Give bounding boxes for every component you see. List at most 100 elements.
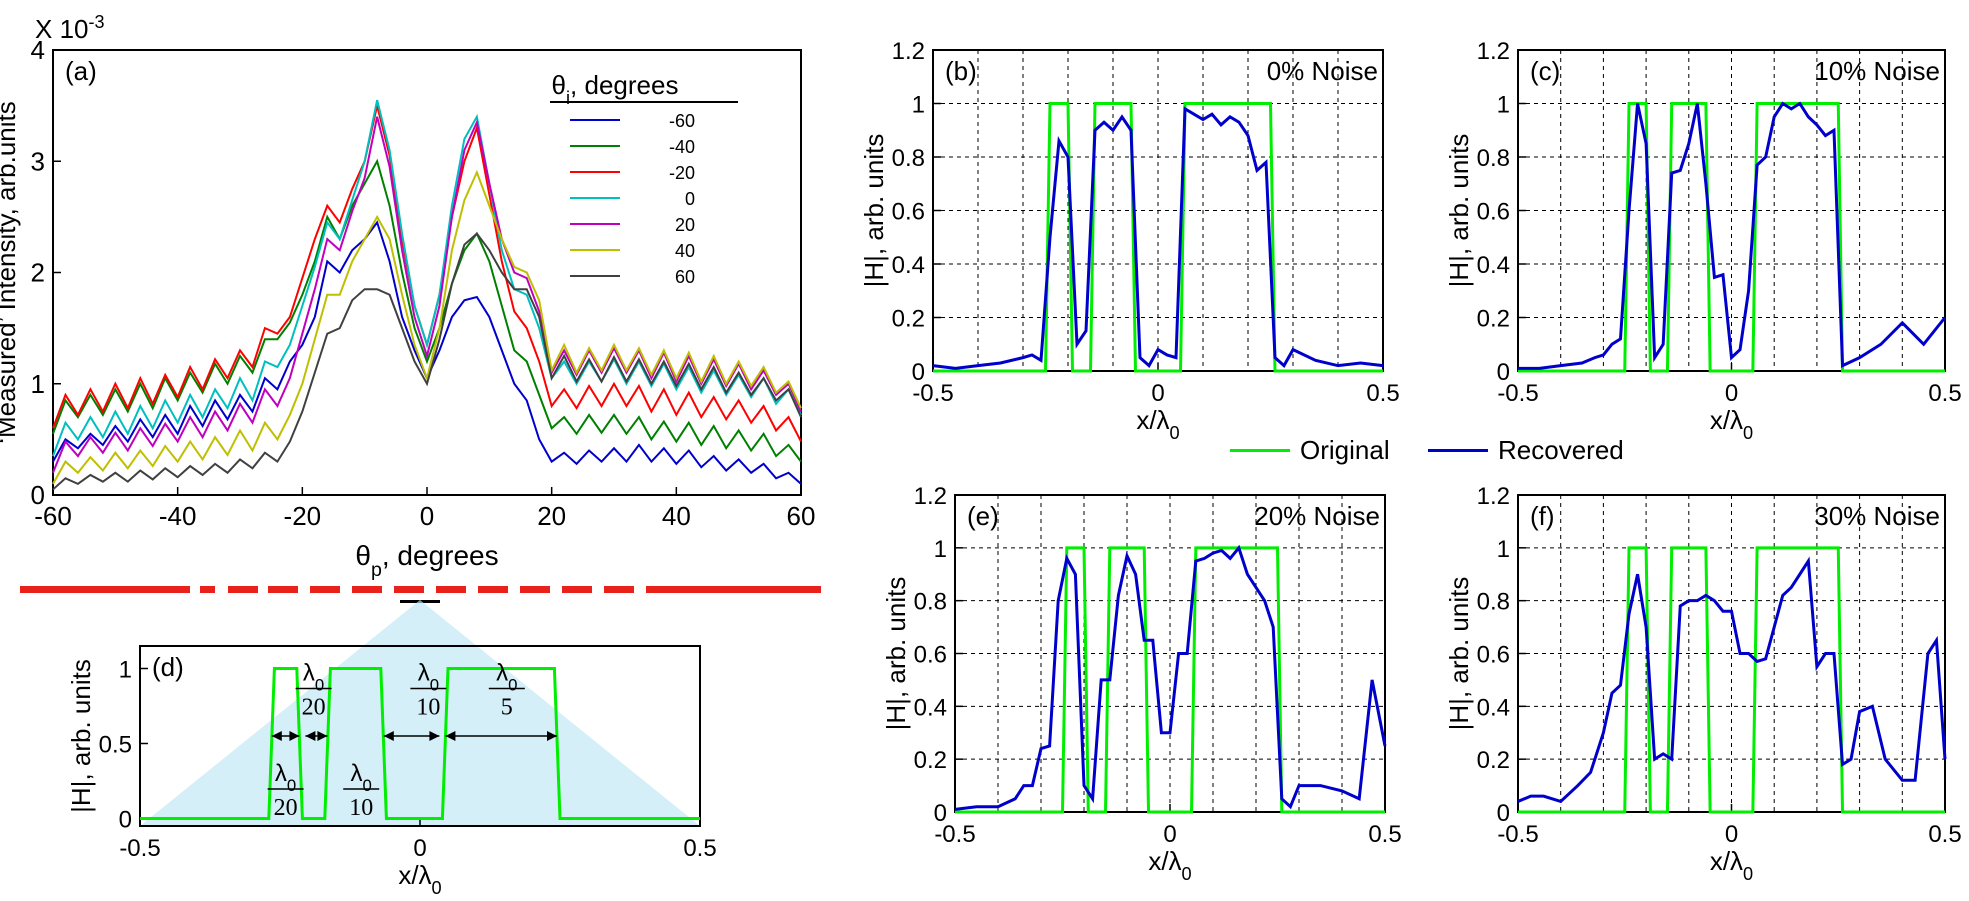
panel-c: -0.5 0 0.500.20.40.60.811.2x/λ0|H|, arb. u… — [1444, 38, 1962, 443]
y-tick-label: 1.2 — [892, 38, 925, 65]
x-tick-label: -40 — [159, 501, 197, 531]
y-tick-label: 0.6 — [914, 642, 947, 669]
noise-label: 20% Noise — [1254, 501, 1380, 531]
fraction-numerator: λ0 — [275, 760, 296, 795]
y-tick-label: 3 — [31, 146, 45, 176]
x-tick-label: 0 — [1163, 821, 1176, 848]
y-tick-label: 0.6 — [892, 199, 925, 226]
series-line-60 — [52, 232, 802, 491]
y-axis-label: |H|, arb. units — [1444, 577, 1474, 731]
arrow-head — [383, 731, 394, 741]
x-tick-label: 0 — [1151, 380, 1164, 407]
legend-original: Original — [1230, 433, 1390, 467]
panel-label: (b) — [945, 56, 977, 86]
original-line — [955, 546, 1385, 814]
legend-entry--20: -20 — [669, 163, 695, 183]
y-tick-label: 0.4 — [1477, 694, 1510, 721]
y-tick-label: 0 — [934, 800, 947, 827]
y-tick-label: 0.6 — [1477, 642, 1510, 669]
x-tick-label: 0.5 — [1928, 380, 1961, 407]
fraction-denominator: 10 — [349, 795, 373, 821]
x-tick-label: -0.5 — [1497, 380, 1538, 407]
panel-f: -0.5 0 0.500.20.40.60.811.2x/λ0|H|, arb. u… — [1444, 483, 1962, 884]
y-tick-label: 1 — [1497, 92, 1510, 119]
legend-entry-60: 60 — [675, 267, 695, 287]
original-line — [933, 102, 1383, 373]
x-axis-label: x/λ0 — [1710, 846, 1753, 884]
legend-entry-0: 0 — [685, 189, 695, 209]
series-line--40 — [52, 158, 802, 463]
x-tick-label: 0.5 — [1928, 821, 1961, 848]
panel-a: -60 -40 -20 0 20 40 60 0 1 2 3 4 θp, degrees ‘Measure… — [0, 12, 815, 581]
y-tick-label: 0 — [912, 359, 925, 386]
fraction-denominator: 5 — [501, 695, 513, 721]
recovered-line — [1518, 101, 1947, 370]
series-line-0 — [52, 99, 802, 457]
recovered-line — [932, 106, 1384, 370]
panel-label: (d) — [152, 652, 184, 682]
x-tick-label: -0.5 — [119, 835, 160, 862]
fraction-numerator: λ0 — [418, 660, 439, 695]
arrow-head — [429, 731, 440, 741]
fraction-denominator: 20 — [302, 695, 326, 721]
arrow-head — [289, 731, 300, 741]
panel-b: -0.5 0 0.500.20.40.60.811.2x/λ0|H|, arb. u… — [859, 38, 1400, 443]
panel-label: (e) — [967, 501, 999, 531]
panel-label: (f) — [1530, 501, 1555, 531]
fraction-numerator: λ0 — [496, 660, 517, 695]
arrow-head — [547, 731, 557, 741]
x-tick-label: 20 — [537, 501, 566, 531]
x-tick-label: 0.5 — [1368, 821, 1401, 848]
y-tick-label: 0.2 — [1477, 747, 1510, 774]
y-tick-label: 1 — [934, 536, 947, 563]
y-tick-label: 0.2 — [1477, 306, 1510, 333]
arrow-head — [271, 731, 282, 741]
axis-exponent: X 10-3 — [35, 12, 105, 44]
y-tick-label: 1.2 — [914, 483, 947, 510]
noise-label: 0% Noise — [1267, 56, 1378, 86]
legend-entry--40: -40 — [669, 137, 695, 157]
legend-recovered-label: Recovered — [1498, 434, 1624, 465]
legend-title: θi, degrees — [552, 70, 679, 108]
original-line — [1518, 546, 1945, 814]
recovered-line — [1517, 556, 1947, 804]
noise-label: 30% Noise — [1814, 501, 1940, 531]
series-line-20 — [52, 116, 802, 474]
y-axis-label: |H|, arb. units — [859, 134, 889, 288]
x-tick-label: 0 — [420, 501, 434, 531]
y-tick-label: 1.2 — [1477, 483, 1510, 510]
recovered-line — [954, 544, 1387, 811]
y-tick-label: 0.4 — [892, 252, 925, 279]
x-tick-label: 40 — [662, 501, 691, 531]
x-tick-label: 60 — [787, 501, 816, 531]
y-tick-label: 1 — [31, 369, 45, 399]
light-cone — [140, 600, 700, 826]
x-tick-label: 0 — [413, 835, 426, 862]
y-axis-label: |H|, arb. units — [881, 577, 911, 731]
y-tick-label: 0 — [31, 480, 45, 510]
y-tick-label: 0.4 — [1477, 252, 1510, 279]
y-axis-label: |H|, arb. units — [66, 659, 96, 813]
y-tick-label: 0.8 — [1477, 145, 1510, 172]
x-axis-label: θp, degrees — [355, 540, 498, 581]
y-tick-label: 0 — [1497, 359, 1510, 386]
legend-recovered: Recovered — [1428, 433, 1624, 467]
panel-label: (c) — [1530, 56, 1560, 86]
y-tick-label: 0.6 — [1477, 199, 1510, 226]
fraction-numerator: λ0 — [303, 660, 324, 695]
y-tick-label: 0.4 — [914, 694, 947, 721]
y-tick-label: 0.5 — [99, 732, 132, 759]
x-tick-label: 0.5 — [1366, 380, 1399, 407]
fraction-denominator: 20 — [274, 795, 298, 821]
y-tick-label: 4 — [31, 35, 45, 65]
x-tick-label: -60 — [34, 501, 72, 531]
legend-entry-20: 20 — [675, 215, 695, 235]
profile-line — [140, 667, 700, 820]
arrow-head — [445, 731, 456, 741]
y-tick-label: 0.2 — [914, 747, 947, 774]
x-tick-label: 0.5 — [683, 835, 716, 862]
x-tick-label: -0.5 — [1497, 821, 1538, 848]
legend-original-label: Original — [1300, 434, 1390, 465]
x-axis-label: x/λ0 — [398, 860, 441, 898]
